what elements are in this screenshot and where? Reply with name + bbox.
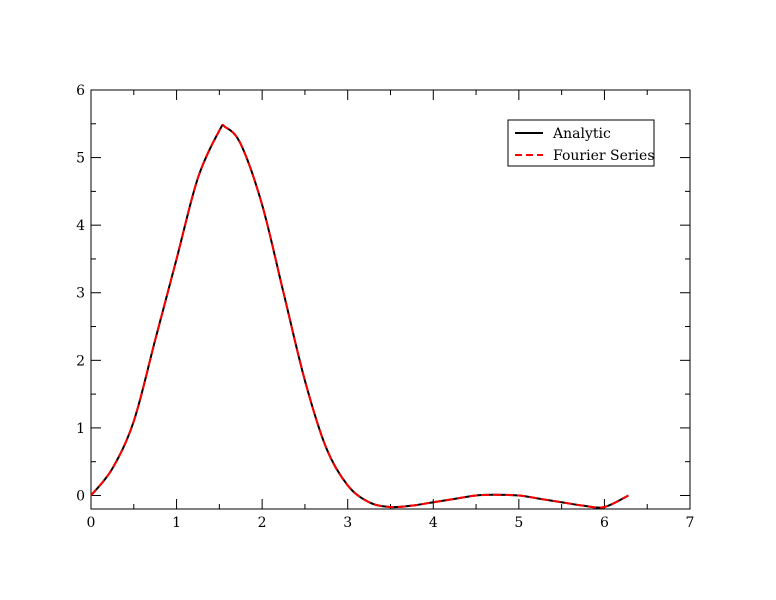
y-tick-label: 3 [76,286,85,302]
y-tick-labels: 0 1 2 3 4 5 6 [76,83,85,504]
x-tick-label: 3 [343,515,352,531]
axis-ticks [90,89,691,509]
series-lines [90,123,629,509]
y-tick-label: 0 [76,488,85,504]
x-tick-label: 4 [429,515,438,531]
x-tick-label: 5 [514,515,523,531]
legend-label-analytic: Analytic [552,126,611,142]
x-tick-label: 1 [172,515,181,531]
y-tick-label: 1 [76,421,85,437]
legend: Analytic Fourier Series [507,119,655,167]
x-tick-label: 6 [600,515,609,531]
x-tick-label: 2 [258,515,267,531]
series-line-analytic [90,123,629,509]
y-tick-label: 2 [76,353,85,369]
y-tick-label: 6 [76,83,85,99]
x-tick-labels: 0 1 2 3 4 5 6 7 [87,515,695,531]
y-tick-label: 4 [76,218,85,234]
y-tick-label: 5 [76,151,85,167]
series-line-fourier-series [90,123,629,509]
x-tick-label: 0 [87,515,96,531]
legend-box [507,119,655,167]
legend-label-fourier-series: Fourier Series [553,148,655,164]
x-tick-label: 7 [686,515,695,531]
